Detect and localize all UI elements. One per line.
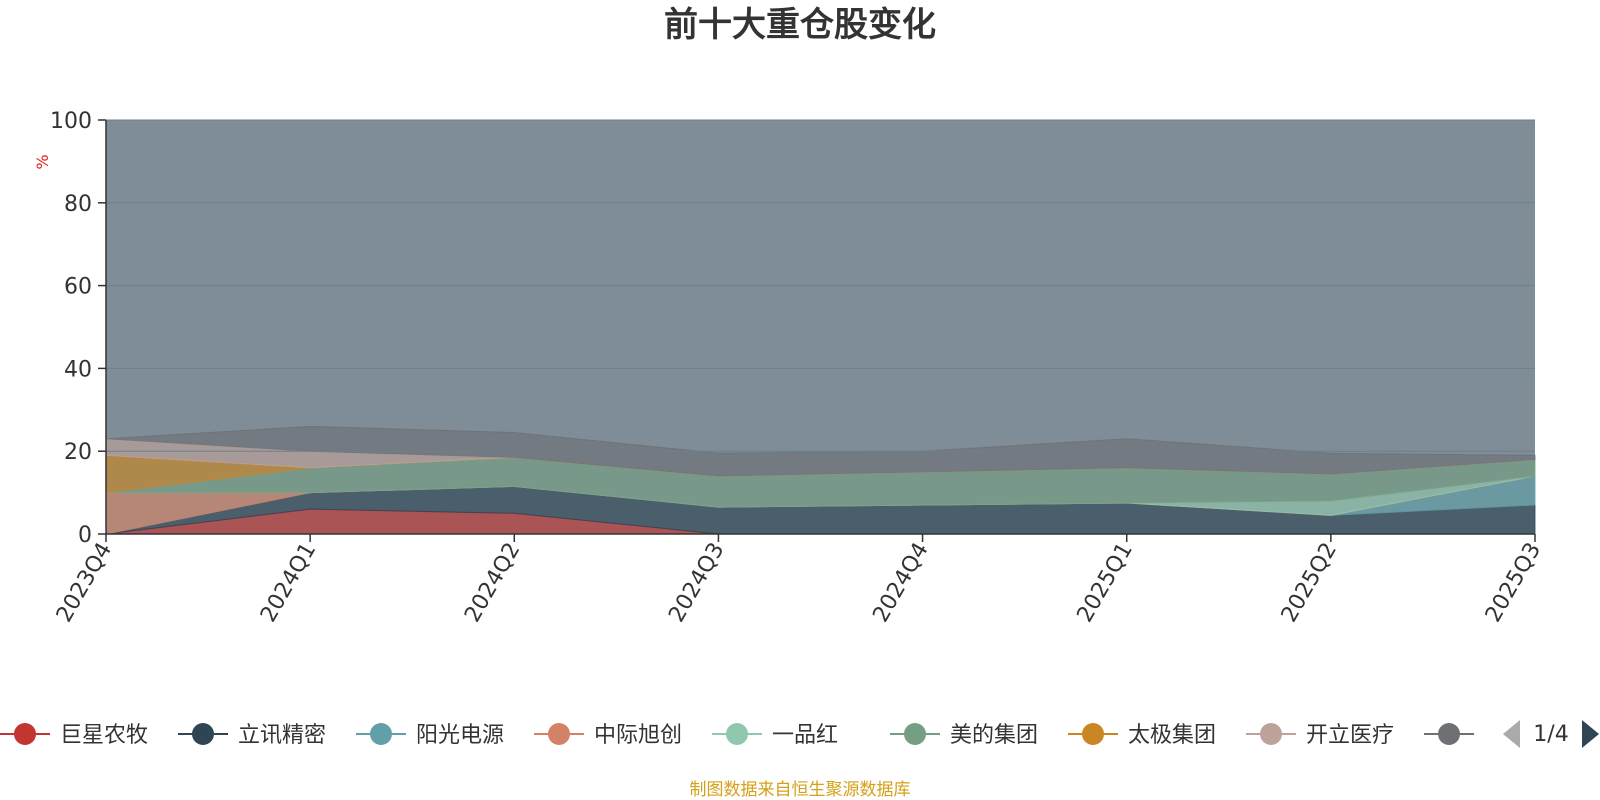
legend-marker-icon <box>14 723 36 745</box>
legend-pager: 1/4 <box>1503 720 1599 748</box>
x-tick-label: 2025Q2 <box>1277 539 1342 627</box>
pager-prev-icon[interactable] <box>1503 720 1520 748</box>
x-tick-label: 2024Q1 <box>256 539 321 627</box>
legend-label: 阳光电源 <box>416 723 504 748</box>
chart-title: 前十大重仓股变化 <box>664 5 936 45</box>
legend-label: 美的集团 <box>950 723 1038 748</box>
legend-marker-icon <box>370 723 392 745</box>
legend-marker-icon <box>726 723 748 745</box>
legend-label: 一品红 <box>772 723 838 748</box>
legend-item[interactable]: 潍柴动力 <box>1424 723 1572 748</box>
legend-marker-icon <box>192 723 214 745</box>
legend-item[interactable]: 开立医疗 <box>1246 723 1394 748</box>
legend-item[interactable]: 一品红 <box>712 723 838 748</box>
legend-item[interactable]: 阳光电源 <box>356 723 504 748</box>
x-tick-label: 2025Q3 <box>1481 539 1546 627</box>
legend-label: 巨星农牧 <box>60 723 148 748</box>
data-source-note: 制图数据来自恒生聚源数据库 <box>690 780 911 800</box>
y-tick-label: 100 <box>50 109 92 134</box>
legend-item[interactable]: 巨星农牧 <box>0 723 148 748</box>
legend-marker-icon <box>548 723 570 745</box>
legend-marker-icon <box>904 723 926 745</box>
x-tick-label: 2025Q1 <box>1073 539 1138 627</box>
legend-label: 中际旭创 <box>594 723 682 748</box>
legend-marker-icon <box>1260 723 1282 745</box>
legend-item[interactable]: 太极集团 <box>1068 723 1216 748</box>
x-tick-label: 2024Q4 <box>868 539 933 627</box>
legend-label: 立讯精密 <box>238 723 326 748</box>
legend-marker-icon <box>1082 723 1104 745</box>
pager-next-icon[interactable] <box>1582 720 1599 748</box>
legend-label: 太极集团 <box>1128 723 1216 748</box>
legend-item[interactable]: 立讯精密 <box>178 723 326 748</box>
y-tick-label: 60 <box>64 275 92 300</box>
y-tick-label: 80 <box>64 192 92 217</box>
legend-item[interactable]: 中际旭创 <box>534 723 682 748</box>
area-series-9 <box>105 425 1536 477</box>
legend-marker-icon <box>1438 723 1460 745</box>
legend-label: 潍柴动力 <box>1484 723 1572 748</box>
legend-item[interactable]: 美的集团 <box>890 723 1038 748</box>
x-tick-label: 2023Q4 <box>52 539 117 627</box>
y-axis-unit: % <box>33 154 52 169</box>
legend-label: 开立医疗 <box>1306 723 1394 748</box>
pager-label: 1/4 <box>1533 722 1568 747</box>
y-tick-label: 0 <box>78 523 92 548</box>
y-tick-label: 40 <box>64 357 92 382</box>
x-tick-label: 2024Q2 <box>460 539 525 627</box>
x-tick-label: 2024Q3 <box>664 539 729 627</box>
y-tick-label: 20 <box>64 440 92 465</box>
